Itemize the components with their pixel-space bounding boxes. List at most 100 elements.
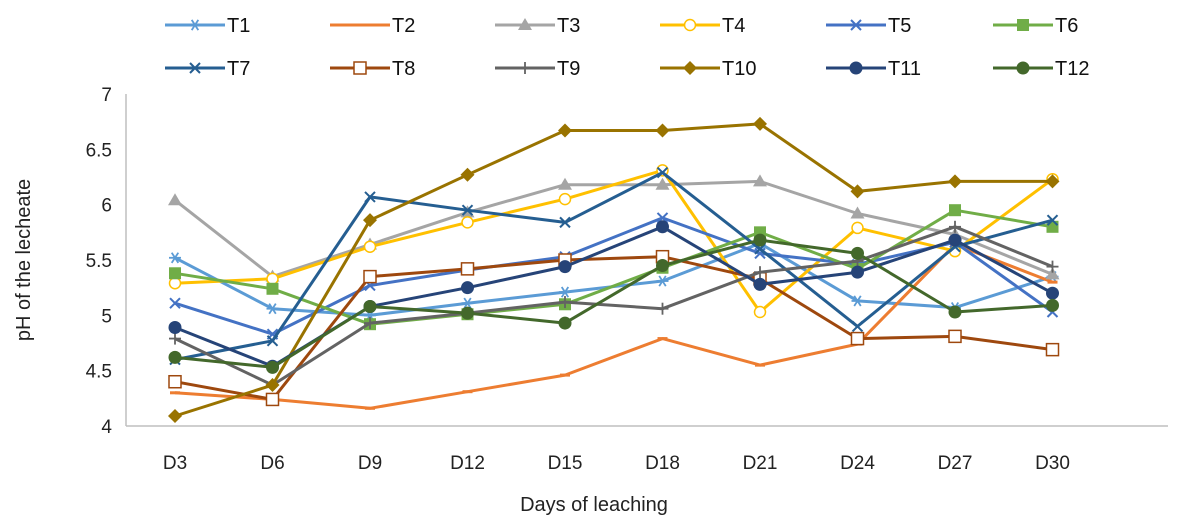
data-point-t10 <box>948 174 962 189</box>
legend-marker-t5 <box>850 19 862 31</box>
data-point-t10 <box>655 123 670 138</box>
series-t12 <box>168 233 1059 374</box>
x-tick-label: D18 <box>645 453 680 474</box>
series-line-t7 <box>174 171 1053 362</box>
series-t10 <box>168 116 1060 424</box>
data-point-t7 <box>851 320 864 333</box>
data-point-t9 <box>559 296 571 309</box>
legend-item-t4: T4 <box>660 15 745 37</box>
legend-label-t10: T10 <box>722 58 756 80</box>
data-point-t10 <box>753 116 767 131</box>
x-tick-label: D12 <box>450 453 485 474</box>
data-point-t1 <box>559 286 571 298</box>
legend-label-t2: T2 <box>392 15 415 37</box>
x-tick-label: D6 <box>260 453 284 474</box>
data-point-t9 <box>754 266 766 279</box>
data-point-t3 <box>1045 267 1060 280</box>
data-point-t12 <box>363 299 377 313</box>
data-point-t10 <box>363 213 377 228</box>
data-point-t12 <box>948 305 962 319</box>
data-point-t11 <box>1046 286 1059 300</box>
data-point-t1 <box>169 252 181 264</box>
data-point-t9 <box>364 317 376 330</box>
x-tick-labels: D3 D6 D9 D12 D15 D18 D21 D24 D27 D30 <box>163 453 1070 474</box>
legend-label-t6: T6 <box>1055 15 1078 37</box>
data-point-t8 <box>265 392 280 407</box>
data-point-t9 <box>169 332 181 345</box>
data-point-t10 <box>850 184 865 199</box>
legend-marker-t1 <box>189 19 201 31</box>
data-point-t4 <box>168 276 182 290</box>
data-point-t9 <box>949 220 961 233</box>
legend-item-t11: T11 <box>826 58 921 80</box>
legend-item-t7: T7 <box>165 58 250 80</box>
legend-item-t8: T8 <box>330 58 415 80</box>
legend-item-t9: T9 <box>495 58 580 80</box>
legend-label-t12: T12 <box>1055 58 1089 80</box>
data-point-t10 <box>460 167 475 182</box>
legend-marker-t9 <box>519 62 531 74</box>
plot-area <box>168 116 1060 424</box>
series-line-t6 <box>174 208 1053 326</box>
y-tick-label: 4.5 <box>86 362 112 383</box>
data-point-t10 <box>168 409 182 424</box>
x-tick-label: D30 <box>1035 453 1070 474</box>
legend-marker-t4 <box>683 18 697 32</box>
data-point-t10 <box>558 123 572 138</box>
y-tick-label: 7 <box>101 85 112 106</box>
data-point-t3 <box>558 177 572 190</box>
data-point-t11 <box>656 220 669 234</box>
data-point-t3 <box>753 174 767 187</box>
data-point-t10 <box>1045 174 1060 189</box>
x-tick-label: D3 <box>163 453 187 474</box>
legend-marker-t6 <box>1017 19 1029 31</box>
data-point-t12 <box>461 306 474 320</box>
x-tick-label: D9 <box>358 453 382 474</box>
data-point-t12 <box>753 233 767 247</box>
legend-label-t9: T9 <box>557 58 580 80</box>
legend-marker-t7 <box>189 62 201 74</box>
series-line-t5 <box>174 216 1054 336</box>
data-point-t12 <box>266 360 279 374</box>
series-line-t12 <box>174 238 1053 369</box>
data-point-t11 <box>461 281 474 295</box>
legend-marker-t3 <box>518 18 532 30</box>
data-point-t8 <box>948 329 962 344</box>
data-point-t5 <box>169 297 181 309</box>
series-line-t9 <box>174 225 1054 387</box>
legend-label-t1: T1 <box>227 15 250 37</box>
data-point-t11 <box>168 321 182 335</box>
data-point-t4 <box>461 216 474 229</box>
legend-item-t5: T5 <box>826 15 911 37</box>
chart-legend: T1 T2 T3 T4 T5 T6 T7 T8 T9 T10 T11 T12 <box>165 15 1089 80</box>
data-point-t1 <box>851 295 864 307</box>
data-point-t11 <box>558 260 572 274</box>
data-point-t12 <box>851 246 864 260</box>
y-axis-title: pH of the lecheate <box>13 179 35 341</box>
data-point-t12 <box>168 350 182 364</box>
data-point-t7 <box>656 166 669 179</box>
data-point-t3 <box>850 206 865 219</box>
data-point-t1 <box>656 275 669 287</box>
x-tick-label: D24 <box>840 453 875 474</box>
series-line-t10 <box>174 122 1053 418</box>
data-point-t3 <box>168 193 182 206</box>
data-point-t9 <box>1046 260 1059 273</box>
data-point-t4 <box>851 221 864 235</box>
y-tick-label: 6 <box>101 196 112 217</box>
series-line-t2 <box>174 243 1054 410</box>
legend-label-t8: T8 <box>392 58 415 80</box>
series-t9 <box>169 220 1059 392</box>
data-point-t8 <box>1045 342 1060 357</box>
y-tick-label: 5.5 <box>86 251 112 272</box>
y-tick-label: 4 <box>101 417 112 438</box>
data-point-t4 <box>753 305 767 319</box>
data-point-t8 <box>460 262 475 276</box>
legend-label-t4: T4 <box>722 15 745 37</box>
data-point-t8 <box>363 269 377 284</box>
legend-marker-t12 <box>1016 61 1030 75</box>
chart-axes: 44.555.566.57 D3 D6 D9 D12 D15 D18 D21 D24 D27 D3… <box>13 85 1168 516</box>
data-point-t6 <box>949 204 961 217</box>
y-tick-label: 6.5 <box>86 140 112 161</box>
